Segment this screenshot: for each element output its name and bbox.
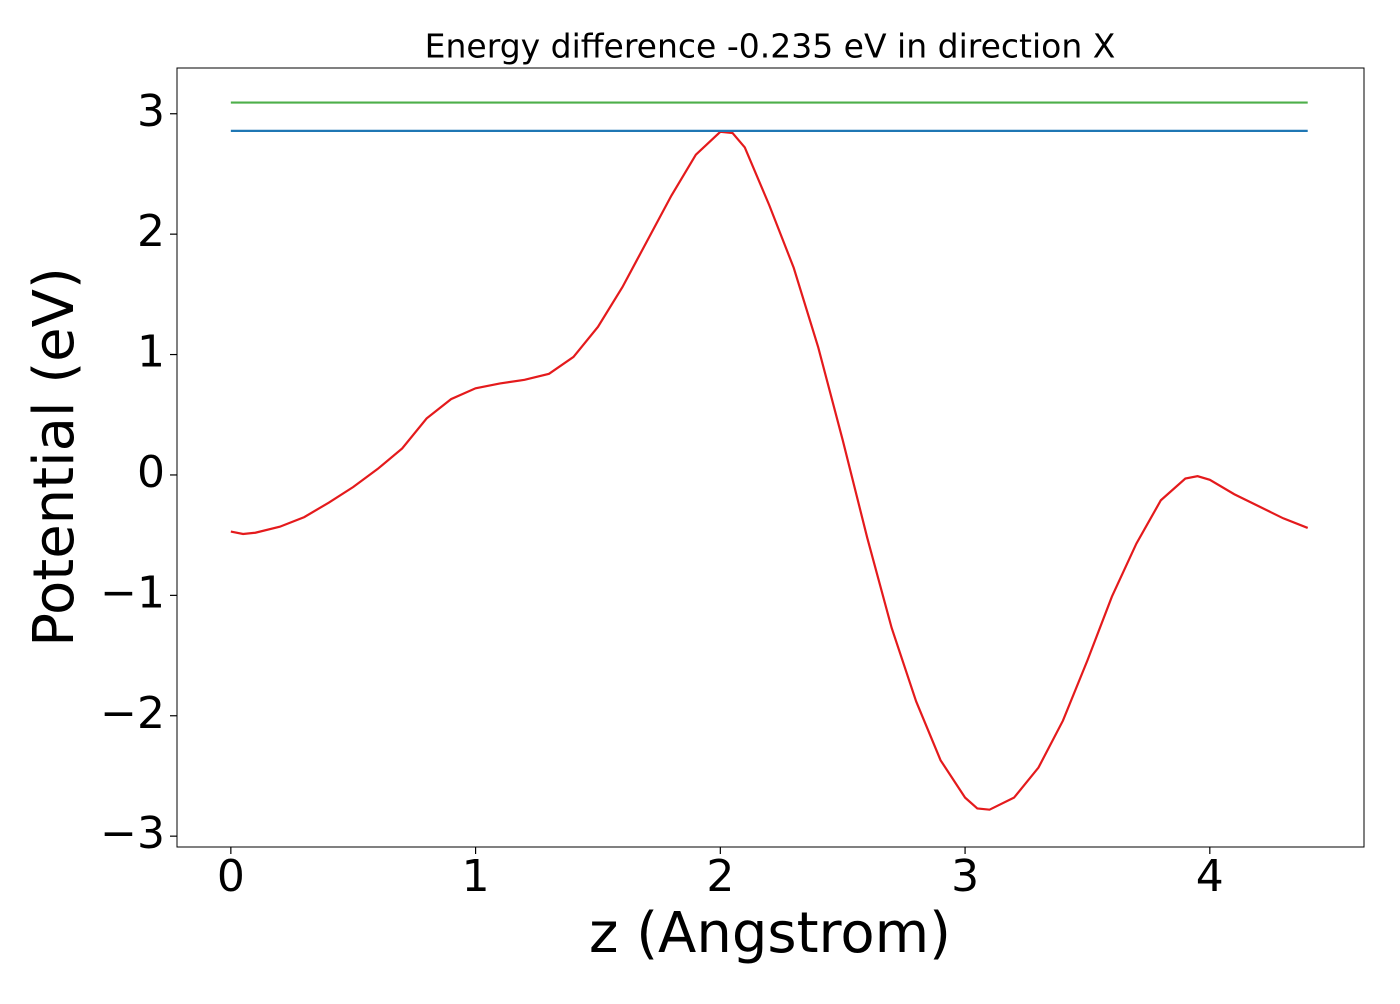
y-axis-label: Potential (eV): [22, 267, 87, 647]
x-tick-label: 3: [951, 851, 979, 902]
y-tick-label: 0: [137, 447, 165, 498]
y-tick-label: −1: [100, 567, 165, 618]
y-tick-label: 1: [137, 327, 165, 378]
chart-title: Energy difference -0.235 eV in direction…: [425, 27, 1116, 66]
y-tick-label: 3: [137, 86, 165, 137]
x-axis-label: z (Angstrom): [589, 901, 951, 966]
x-tick-label: 0: [217, 851, 245, 902]
y-tick-label: −2: [100, 688, 165, 739]
y-tick-label: 2: [137, 206, 165, 257]
data-line: [230, 130, 1309, 811]
x-tick-label: 1: [462, 851, 490, 902]
x-tick-label: 2: [706, 851, 734, 902]
plot-frame: [176, 67, 1365, 848]
x-tick-label: 4: [1196, 851, 1224, 902]
y-tick-label: −3: [100, 808, 165, 859]
